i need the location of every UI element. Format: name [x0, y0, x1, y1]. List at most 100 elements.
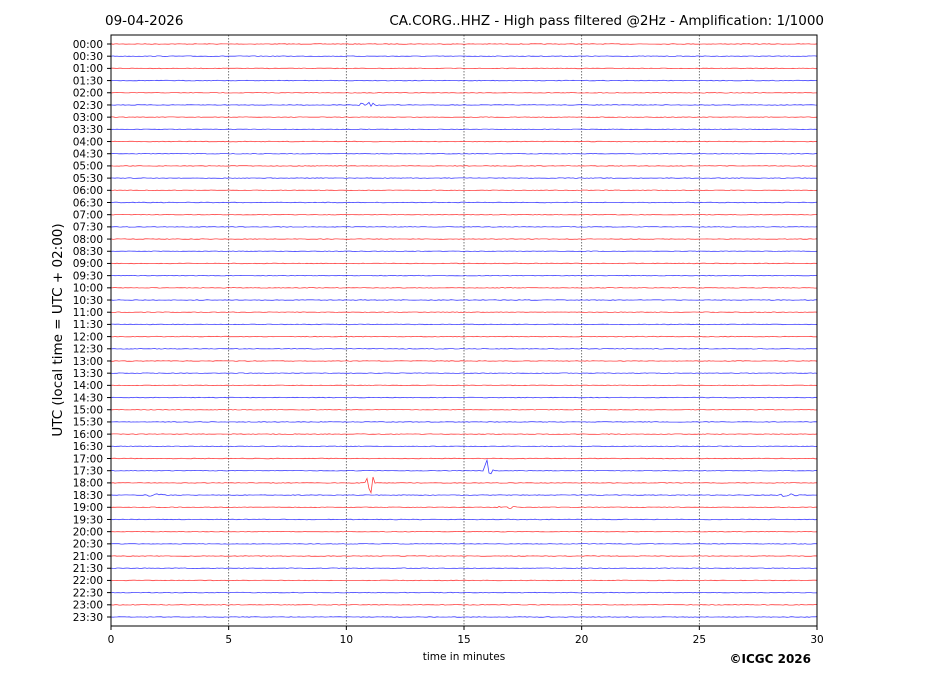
y-tick-label: 06:00 [73, 185, 103, 197]
y-tick-label: 22:00 [73, 575, 103, 587]
y-tick-label: 11:30 [73, 319, 103, 331]
trace-0330 [110, 128, 818, 131]
trace-1800 [110, 476, 817, 495]
date-label: 09-04-2026 [105, 13, 183, 29]
y-tick-label: 03:00 [73, 112, 103, 124]
y-tick-label: 09:00 [73, 258, 103, 270]
traces [110, 43, 818, 618]
trace-1500 [110, 408, 818, 411]
y-tick-label: 09:30 [73, 270, 103, 282]
trace-2100 [110, 555, 818, 557]
trace-0830 [110, 250, 818, 253]
y-tick-label: 08:00 [73, 234, 103, 246]
trace-1300 [110, 360, 818, 362]
trace-1830 [110, 493, 817, 497]
trace-1100 [110, 311, 818, 313]
trace-2000 [110, 530, 818, 533]
trace-0000 [110, 43, 818, 45]
trace-2130 [110, 567, 818, 569]
trace-2230 [110, 591, 818, 594]
y-tick-label: 16:30 [73, 441, 103, 453]
trace-0600 [110, 189, 818, 192]
trace-0400 [110, 140, 818, 143]
y-tick-label: 19:30 [73, 514, 103, 526]
x-tick-label: 10 [340, 634, 353, 646]
trace-0730 [110, 226, 818, 228]
trace-1130 [110, 323, 818, 326]
chart-title: CA.CORG..HHZ - High pass filtered @2Hz -… [389, 13, 824, 29]
trace-1400 [110, 384, 818, 387]
y-tick-label: 12:00 [73, 331, 103, 343]
y-axis-label: UTC (local time = UTC + 02:00) [50, 223, 66, 436]
x-tick-label: 30 [810, 634, 823, 646]
y-tick-label: 02:30 [73, 100, 103, 112]
x-tick-label: 5 [225, 634, 232, 646]
trace-0130 [110, 79, 817, 82]
trace-1530 [110, 421, 818, 423]
trace-1730 [110, 458, 818, 475]
x-axis-label: time in minutes [423, 651, 505, 663]
y-tick-label: 17:00 [73, 453, 103, 465]
trace-2300 [110, 604, 818, 606]
y-tick-label: 22:30 [73, 587, 103, 599]
y-tick-label: 23:30 [73, 612, 103, 624]
y-tick-label: 10:00 [73, 283, 103, 295]
y-tick-label: 05:00 [73, 161, 103, 173]
y-tick-label: 00:00 [73, 39, 103, 51]
trace-1600 [110, 433, 818, 435]
y-tick-label: 14:00 [73, 380, 103, 392]
x-tick-label: 25 [693, 634, 706, 646]
y-tick-label: 17:30 [73, 466, 103, 478]
x-axis: 0 5 10 15 20 25 30 [108, 626, 824, 646]
y-tick-label: 15:30 [73, 417, 103, 429]
trace-0200 [110, 92, 817, 94]
trace-0700 [110, 213, 817, 216]
y-tick-label: 03:30 [73, 124, 103, 136]
trace-2030 [110, 543, 818, 545]
y-tick-label: 11:00 [73, 307, 103, 319]
y-tick-label: 23:00 [73, 600, 103, 612]
y-tick-label: 10:30 [73, 295, 103, 307]
y-tick-label: 15:00 [73, 405, 103, 417]
y-tick-label: 07:30 [73, 222, 103, 234]
y-axis: 00:0000:3001:0001:3002:0002:3003:0003:30… [73, 39, 111, 624]
y-tick-label: 01:30 [73, 75, 103, 87]
y-tick-label: 00:30 [73, 51, 103, 63]
trace-1430 [110, 396, 818, 399]
trace-0530 [110, 177, 818, 179]
trace-0900 [110, 262, 818, 265]
y-tick-label: 21:30 [73, 563, 103, 575]
y-tick-label: 12:30 [73, 344, 103, 356]
y-tick-label: 05:30 [73, 173, 103, 185]
trace-1630 [110, 445, 818, 448]
trace-0500 [110, 165, 818, 167]
trace-0430 [110, 152, 818, 155]
trace-2330 [110, 616, 818, 618]
y-tick-label: 14:30 [73, 392, 103, 404]
y-tick-label: 13:00 [73, 356, 103, 368]
x-tick-label: 20 [575, 634, 588, 646]
y-tick-label: 13:30 [73, 368, 103, 380]
x-tick-label: 15 [457, 634, 470, 646]
y-tick-label: 20:00 [73, 526, 103, 538]
grid-lines [228, 35, 700, 626]
x-tick-label: 0 [108, 634, 115, 646]
trace-0030 [110, 55, 818, 57]
trace-1230 [110, 348, 818, 350]
copyright: ©ICGC 2026 [729, 652, 811, 666]
trace-2200 [110, 579, 818, 582]
trace-1700 [110, 457, 817, 460]
trace-1000 [110, 287, 818, 289]
y-tick-label: 06:30 [73, 197, 103, 209]
trace-0100 [110, 67, 818, 70]
trace-0630 [110, 201, 818, 204]
y-tick-label: 01:00 [73, 63, 103, 75]
trace-1330 [110, 372, 818, 374]
y-tick-label: 07:00 [73, 209, 103, 221]
y-tick-label: 16:00 [73, 429, 103, 441]
y-tick-label: 21:00 [73, 551, 103, 563]
trace-1030 [110, 299, 817, 301]
trace-0230 [110, 101, 818, 107]
y-tick-label: 18:30 [73, 490, 103, 502]
